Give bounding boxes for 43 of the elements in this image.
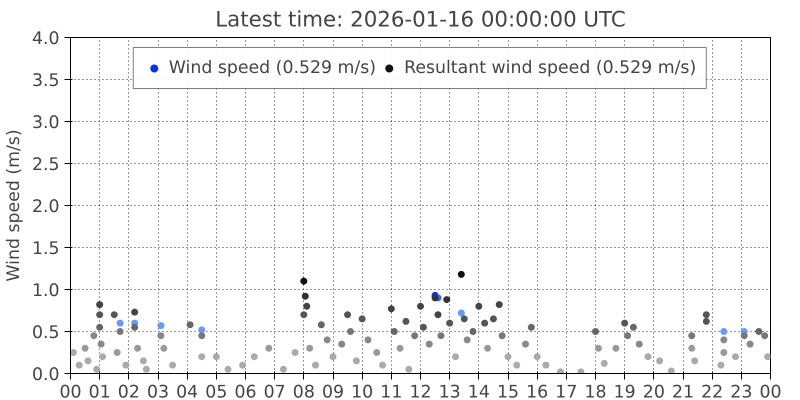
x-tick-label: 10 — [351, 382, 374, 400]
x-tick-label: 08 — [292, 382, 315, 400]
x-tick-label: 00 — [759, 382, 782, 400]
x-tick-label: 22 — [701, 382, 724, 400]
x-tick-label: 05 — [205, 382, 228, 400]
x-tick-label: 00 — [59, 382, 82, 400]
x-tick-label: 16 — [526, 382, 548, 400]
y-tick-label: 2.5 — [32, 155, 60, 175]
x-tick-label: 20 — [642, 382, 665, 400]
x-tick-label: 19 — [614, 382, 636, 400]
legend-label: Resultant wind speed (0.529 m/s) — [404, 58, 696, 78]
x-tick-label: 12 — [409, 382, 432, 400]
y-axis-title: Wind speed (m/s) — [4, 129, 24, 282]
x-tick-label: 07 — [264, 382, 286, 400]
chart-title: Latest time: 2026-01-16 00:00:00 UTC — [215, 8, 626, 32]
x-tick-label: 04 — [176, 382, 198, 400]
y-tick-label: 1.5 — [32, 239, 60, 259]
x-tick-label: 09 — [322, 382, 344, 400]
x-tick-label: 21 — [672, 382, 694, 400]
y-tick-label: 0.5 — [32, 323, 60, 343]
point — [720, 328, 728, 335]
x-tick-label: 02 — [118, 382, 140, 400]
point — [116, 320, 124, 327]
y-tick-label: 4.0 — [32, 29, 60, 49]
y-tick-label: 3.5 — [32, 71, 60, 91]
y-tick-label: 1.0 — [32, 281, 60, 301]
y-tick-label: 2.0 — [32, 197, 60, 217]
y-tick-label: 3.0 — [32, 113, 60, 133]
x-tick-label: 15 — [496, 382, 520, 400]
point — [157, 322, 164, 330]
x-tick-label: 18 — [584, 382, 607, 400]
x-tick-label: 01 — [88, 382, 111, 400]
x-tick-label: 23 — [730, 382, 752, 400]
x-tick-label: 06 — [234, 382, 257, 400]
x-tick-label: 11 — [380, 382, 402, 400]
x-tick-label: 03 — [146, 382, 170, 400]
point — [458, 310, 465, 317]
y-tick-label: 0.0 — [32, 365, 60, 385]
point — [198, 326, 206, 334]
x-tick-label: 17 — [555, 382, 578, 400]
x-tick-label: 13 — [438, 382, 461, 400]
legend-label: Wind speed (0.529 m/s) — [168, 58, 376, 78]
x-tick-label: 14 — [468, 382, 490, 400]
